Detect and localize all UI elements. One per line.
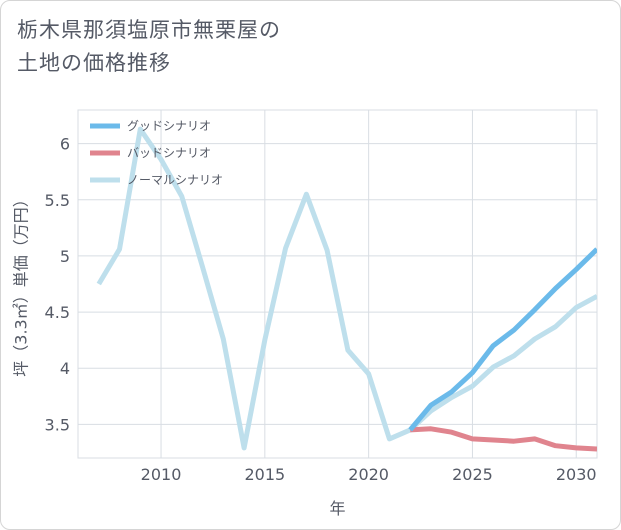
x-tick-label: 2015 bbox=[244, 465, 285, 484]
legend-label: ノーマルシナリオ bbox=[127, 173, 223, 187]
y-tick-label: 4 bbox=[60, 359, 70, 378]
x-tick-label: 2010 bbox=[141, 465, 182, 484]
y-axis-label: 坪（3.3㎡）単価（万円） bbox=[12, 191, 31, 376]
y-tick-label: 6 bbox=[60, 135, 70, 154]
y-tick-label: 4.5 bbox=[45, 303, 70, 322]
legend-label: グッドシナリオ bbox=[127, 119, 211, 133]
series-line bbox=[96, 126, 597, 451]
x-tick-label: 2020 bbox=[348, 465, 389, 484]
y-tick-label: 3.5 bbox=[45, 415, 70, 434]
x-tick-label: 2030 bbox=[556, 465, 597, 484]
title-line-2: 土地の価格推移 bbox=[17, 51, 171, 75]
chart-title: 栃木県那須塩原市無栗屋の 土地の価格推移 bbox=[17, 14, 281, 80]
plot-frame bbox=[77, 109, 598, 459]
legend-label: バッドシナリオ bbox=[127, 146, 211, 160]
y-tick-label: 5.5 bbox=[45, 191, 70, 210]
y-tick-label: 5 bbox=[60, 247, 70, 266]
x-axis-label: 年 bbox=[329, 499, 345, 518]
series-line bbox=[410, 426, 597, 452]
x-tick-label: 2025 bbox=[452, 465, 493, 484]
series-line bbox=[408, 247, 597, 432]
title-line-1: 栃木県那須塩原市無栗屋の bbox=[17, 18, 281, 42]
